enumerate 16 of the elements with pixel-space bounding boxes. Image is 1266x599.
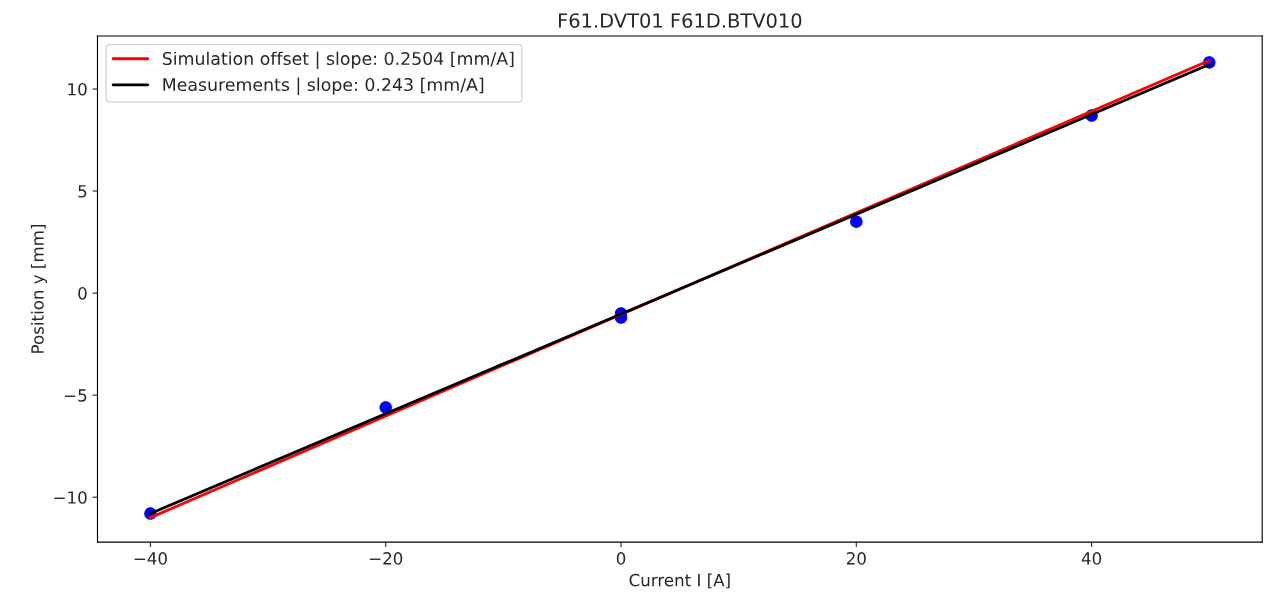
chart-title: F61.DVT01 F61D.BTV010 [558,13,802,28]
y-tick-label: 0 [78,287,87,300]
point [850,215,863,228]
y-tick-label: −5 [64,389,87,402]
y-tick-label: 5 [78,185,87,198]
legend-label: Simulation offset | slope: 0.2504 [mm/A] [162,51,514,69]
x-axis-title: Current I [A] [629,573,730,589]
y-tick-label: −10 [54,491,87,504]
x-tick-label: 0 [616,552,626,565]
x-tick-label: 40 [1081,552,1102,565]
x-tick-label: −40 [134,552,167,565]
y-axis-title: Position y [mm] [30,225,48,353]
y-tick-label: 10 [68,82,87,96]
legend-label: Measurements | slope: 0.243 [mm/A] [163,77,484,95]
x-tick-label: 20 [846,552,866,565]
x-tick-label: −20 [369,552,403,565]
